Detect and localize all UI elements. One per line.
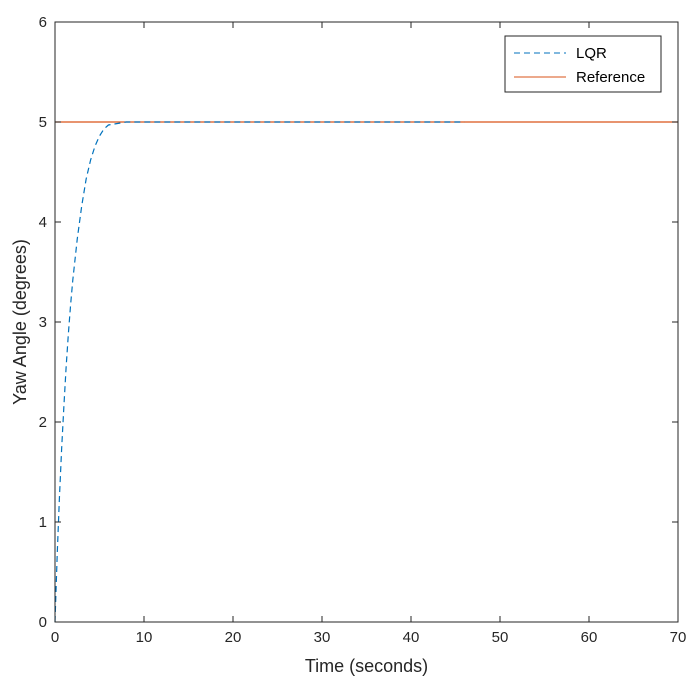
y-tick-label: 6 bbox=[39, 14, 47, 31]
x-tick-label: 20 bbox=[225, 629, 242, 646]
y-tick-label: 2 bbox=[39, 414, 47, 431]
x-tick-label: 10 bbox=[136, 629, 153, 646]
x-tick-label: 70 bbox=[670, 629, 687, 646]
y-tick-label: 5 bbox=[39, 114, 47, 131]
x-axis-label: Time (seconds) bbox=[305, 656, 428, 676]
x-axis: 0 10 20 30 40 50 60 70 bbox=[51, 22, 687, 646]
y-axis: 0 1 2 3 4 5 6 bbox=[39, 14, 678, 631]
y-tick-label: 0 bbox=[39, 614, 47, 631]
x-tick-label: 40 bbox=[403, 629, 420, 646]
x-tick-label: 60 bbox=[581, 629, 598, 646]
legend-label-lqr: LQR bbox=[576, 45, 607, 62]
y-axis-label: Yaw Angle (degrees) bbox=[10, 239, 30, 405]
y-tick-label: 4 bbox=[39, 214, 47, 231]
series-line-lqr bbox=[54, 121, 465, 623]
legend-box bbox=[504, 35, 662, 93]
x-tick-label: 0 bbox=[51, 629, 59, 646]
x-tick-label: 50 bbox=[492, 629, 509, 646]
y-tick-label: 3 bbox=[39, 314, 47, 331]
plot-area bbox=[55, 22, 678, 622]
legend-label-reference: Reference bbox=[576, 69, 645, 86]
legend: LQR Reference bbox=[504, 35, 662, 93]
series-layer bbox=[54, 121, 678, 623]
x-tick-label: 30 bbox=[314, 629, 331, 646]
y-tick-label: 1 bbox=[39, 514, 47, 531]
